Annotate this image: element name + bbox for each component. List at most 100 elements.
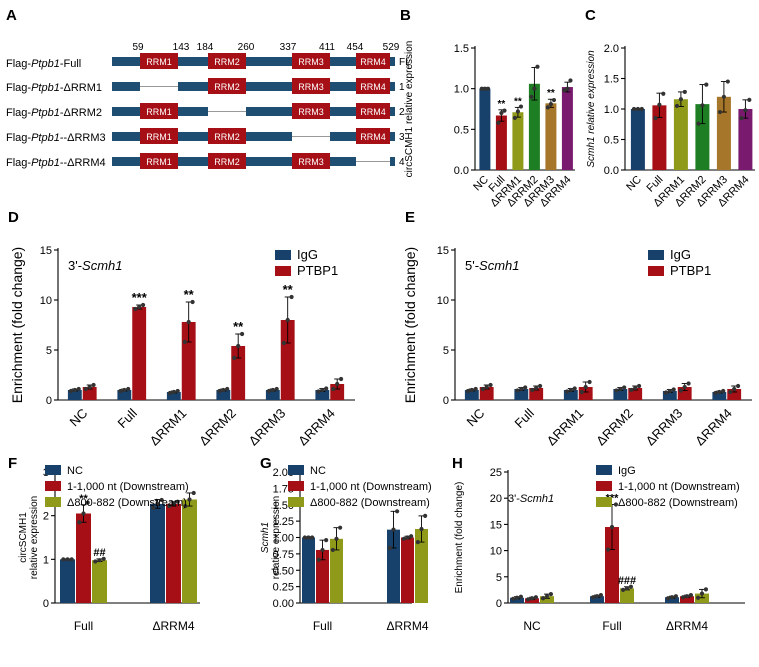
data-point xyxy=(721,388,726,394)
data-point xyxy=(633,385,638,391)
bar xyxy=(712,392,727,400)
data-point xyxy=(684,594,690,599)
legend-label: IgG xyxy=(670,247,691,262)
y-axis-label: circSCMH1 relative expression xyxy=(404,41,415,178)
domain-label: RRM1 xyxy=(146,157,172,167)
bar xyxy=(563,390,578,400)
bar xyxy=(613,389,628,400)
chart-panels: B 0.0 0.5 1.0 1.5 circSCMH1 relative expressi… xyxy=(8,7,755,633)
bar xyxy=(512,112,524,170)
data-point xyxy=(285,317,290,323)
data-point xyxy=(686,381,691,386)
data-point xyxy=(306,535,311,540)
y-tick-label: 10 xyxy=(437,295,449,307)
data-point xyxy=(572,386,577,391)
data-point xyxy=(171,389,176,395)
data-point xyxy=(91,382,96,388)
data-point xyxy=(565,86,570,91)
data-point xyxy=(405,535,410,540)
data-point xyxy=(236,343,241,349)
data-point xyxy=(482,86,487,91)
domain-label: RRM2 xyxy=(214,157,240,167)
y-tick-label: 0 xyxy=(46,395,52,407)
data-point xyxy=(409,534,414,539)
data-point xyxy=(700,103,705,108)
y-tick-label: 0.50 xyxy=(273,565,294,577)
panel-label-e: E xyxy=(405,209,415,226)
chart-title: 3'-Scmh1 xyxy=(508,493,554,505)
chart-title-prefix: 3'- xyxy=(508,493,520,505)
bar xyxy=(479,88,491,170)
data-point xyxy=(183,503,188,509)
data-point xyxy=(564,389,570,394)
data-point xyxy=(320,547,325,553)
bar xyxy=(76,513,91,603)
y-axis-label: relative expression xyxy=(29,496,40,579)
data-point xyxy=(545,105,550,110)
data-point xyxy=(544,594,550,599)
data-point xyxy=(590,595,596,600)
chart-title-prefix: 3'- xyxy=(68,258,82,273)
data-point xyxy=(133,306,138,312)
domain-label: RRM2 xyxy=(214,82,240,92)
data-point xyxy=(320,387,325,393)
data-point xyxy=(423,513,428,518)
bar xyxy=(330,538,343,603)
bar xyxy=(673,99,688,170)
x-tick-label: ΔRRM4 xyxy=(666,619,708,633)
bar xyxy=(67,390,82,400)
y-tick-label: 0.5 xyxy=(454,124,469,136)
legend-swatch xyxy=(45,481,61,491)
data-point xyxy=(525,597,531,602)
data-point xyxy=(598,593,604,598)
legend-label: Δ800-882 (Downstream) xyxy=(618,497,738,509)
data-point xyxy=(728,389,733,395)
significance-label: ** xyxy=(233,319,244,334)
y-axis-label: Scmh1 relative expression xyxy=(586,50,597,168)
bar xyxy=(166,392,181,400)
y-tick-label: 1.25 xyxy=(273,516,294,528)
y-axis-label: circSCMH1 xyxy=(18,512,29,563)
significance-label: ### xyxy=(618,575,636,587)
construct-name: Flag-Ptpb1-ΔRRM1 xyxy=(6,82,102,94)
y-tick-label: 2.0 xyxy=(604,43,619,55)
bar xyxy=(166,503,181,603)
x-tick-label: ΔRRM4 xyxy=(152,619,194,633)
data-point xyxy=(512,115,517,121)
y-axis-label: Enrichment (fold change) xyxy=(454,482,465,594)
bar xyxy=(738,109,753,170)
x-tick-label: ΔRRM3 xyxy=(643,406,686,449)
bar xyxy=(216,390,231,400)
data-point xyxy=(151,505,156,510)
domain-label: RRM4 xyxy=(360,132,386,142)
x-tick-label: ΔRRM2 xyxy=(196,406,239,449)
data-point xyxy=(523,385,528,390)
legend-label: NC xyxy=(310,465,326,477)
data-point xyxy=(587,379,592,385)
x-tick-label: Full xyxy=(313,619,332,633)
panel-label-c: C xyxy=(585,7,596,24)
data-point xyxy=(502,108,507,113)
data-point xyxy=(739,116,744,121)
x-tick-label: ΔRRM4 xyxy=(295,406,338,449)
bar xyxy=(495,115,507,170)
data-point xyxy=(618,386,623,392)
y-tick-label: 25 xyxy=(490,467,502,479)
data-point xyxy=(725,79,730,84)
y-tick-label: 0.75 xyxy=(273,549,294,561)
rrm1-domain xyxy=(140,153,178,169)
data-point xyxy=(83,386,88,392)
chart-title-prefix: 5'- xyxy=(465,258,479,273)
data-point xyxy=(695,595,701,600)
y-axis-label: Enrichment (fold change) xyxy=(402,247,418,403)
data-point xyxy=(81,511,86,516)
data-point xyxy=(159,497,164,503)
data-point xyxy=(682,384,687,390)
data-point xyxy=(72,387,77,393)
legend-swatch xyxy=(596,481,612,491)
bar xyxy=(630,109,645,170)
data-point xyxy=(191,490,196,496)
y-tick-label: 15 xyxy=(437,245,449,257)
data-point xyxy=(518,104,524,109)
y-tick-label: 1.5 xyxy=(604,74,619,86)
